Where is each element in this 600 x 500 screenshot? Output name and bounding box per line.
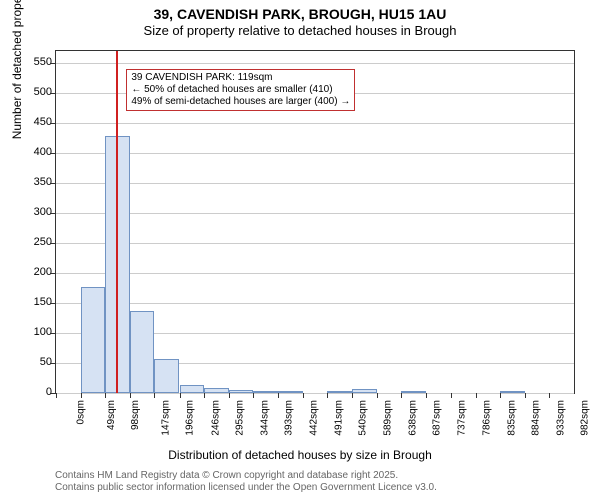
gridline: [56, 153, 574, 154]
gridline: [56, 303, 574, 304]
histogram-bar: [278, 391, 303, 393]
histogram-bar: [352, 389, 377, 393]
xtick-mark: [352, 393, 353, 398]
xtick-mark: [204, 393, 205, 398]
histogram-bar: [204, 388, 229, 393]
histogram-bar: [500, 391, 525, 393]
annotation-line: ← 50% of detached houses are smaller (41…: [131, 84, 350, 96]
xtick-label: 933sqm: [555, 400, 566, 436]
xtick-label: 638sqm: [407, 400, 418, 436]
xtick-mark: [426, 393, 427, 398]
ytick-label: 450: [34, 116, 52, 128]
xtick-mark: [476, 393, 477, 398]
ytick-label: 150: [34, 296, 52, 308]
gridline: [56, 243, 574, 244]
xtick-mark: [154, 393, 155, 398]
xtick-mark: [401, 393, 402, 398]
ytick-label: 100: [34, 326, 52, 338]
gridline: [56, 183, 574, 184]
histogram-bar: [81, 287, 106, 393]
xtick-mark: [56, 393, 57, 398]
xtick-label: 687sqm: [432, 400, 443, 436]
chart-area: 39 CAVENDISH PARK: 119sqm← 50% of detach…: [55, 50, 575, 394]
subject-property-line: [116, 51, 118, 393]
xtick-label: 49sqm: [106, 400, 117, 430]
xtick-mark: [303, 393, 304, 398]
xtick-label: 737sqm: [457, 400, 468, 436]
annotation-line: 39 CAVENDISH PARK: 119sqm: [131, 72, 350, 84]
ytick-label: 350: [34, 176, 52, 188]
histogram-bar: [253, 391, 278, 393]
footer-text: Contains HM Land Registry data © Crown c…: [55, 470, 437, 494]
xtick-mark: [130, 393, 131, 398]
sub-title: Size of property relative to detached ho…: [0, 23, 600, 38]
gridline: [56, 123, 574, 124]
xtick-mark: [451, 393, 452, 398]
xtick-label: 786sqm: [481, 400, 492, 436]
histogram-bar: [130, 311, 155, 393]
footer-line-2: Contains public sector information licen…: [55, 482, 437, 494]
xtick-label: 344sqm: [259, 400, 270, 436]
xtick-label: 982sqm: [580, 400, 591, 436]
xtick-label: 246sqm: [210, 400, 221, 436]
footer-line-1: Contains HM Land Registry data © Crown c…: [55, 470, 437, 482]
xtick-mark: [105, 393, 106, 398]
xtick-label: 540sqm: [358, 400, 369, 436]
xtick-label: 442sqm: [309, 400, 320, 436]
xtick-label: 147sqm: [160, 400, 171, 436]
xtick-mark: [278, 393, 279, 398]
ytick-label: 300: [34, 206, 52, 218]
xtick-mark: [327, 393, 328, 398]
xtick-label: 393sqm: [284, 400, 295, 436]
x-axis-label: Distribution of detached houses by size …: [0, 448, 600, 462]
xtick-label: 835sqm: [506, 400, 517, 436]
ytick-label: 500: [34, 86, 52, 98]
ytick-label: 200: [34, 266, 52, 278]
xtick-label: 196sqm: [185, 400, 196, 436]
ytick-label: 250: [34, 236, 52, 248]
xtick-mark: [180, 393, 181, 398]
histogram-bar: [229, 390, 254, 393]
xtick-label: 0sqm: [75, 400, 86, 424]
xtick-mark: [229, 393, 230, 398]
xtick-mark: [525, 393, 526, 398]
xtick-label: 491sqm: [333, 400, 344, 436]
xtick-mark: [377, 393, 378, 398]
ytick-label: 0: [46, 386, 52, 398]
gridline: [56, 213, 574, 214]
gridline: [56, 273, 574, 274]
y-axis-label: Number of detached properties: [10, 0, 24, 139]
histogram-bar: [327, 391, 352, 393]
xtick-mark: [500, 393, 501, 398]
ytick-label: 400: [34, 146, 52, 158]
main-title: 39, CAVENDISH PARK, BROUGH, HU15 1AU: [0, 6, 600, 22]
xtick-label: 295sqm: [235, 400, 246, 436]
histogram-bar: [180, 385, 205, 393]
title-block: 39, CAVENDISH PARK, BROUGH, HU15 1AU Siz…: [0, 0, 600, 38]
annotation-box: 39 CAVENDISH PARK: 119sqm← 50% of detach…: [126, 69, 355, 111]
xtick-label: 98sqm: [130, 400, 141, 430]
annotation-line: 49% of semi-detached houses are larger (…: [131, 96, 350, 108]
xtick-mark: [81, 393, 82, 398]
xtick-mark: [549, 393, 550, 398]
gridline: [56, 393, 574, 394]
gridline: [56, 63, 574, 64]
ytick-label: 550: [34, 56, 52, 68]
ytick-label: 50: [40, 356, 52, 368]
xtick-label: 884sqm: [531, 400, 542, 436]
xtick-mark: [253, 393, 254, 398]
xtick-label: 589sqm: [383, 400, 394, 436]
histogram-bar: [154, 359, 179, 393]
histogram-bar: [401, 391, 426, 393]
